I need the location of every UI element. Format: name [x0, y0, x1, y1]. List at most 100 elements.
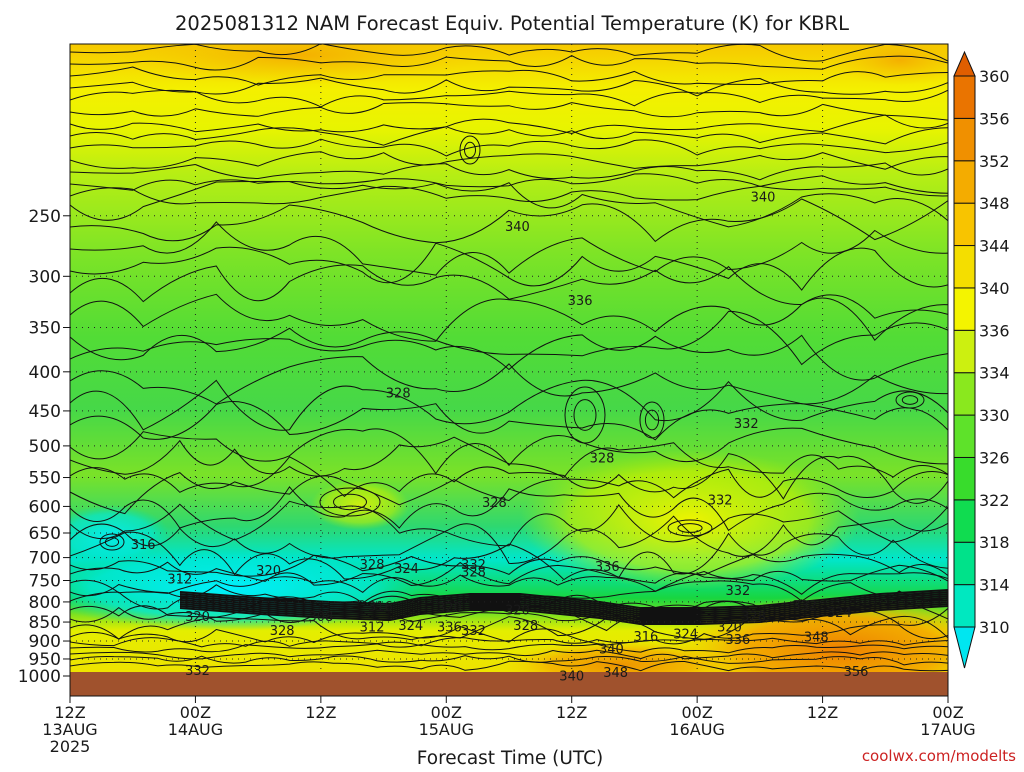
x-tick-label: 2025: [50, 737, 91, 756]
contour-label: 332: [734, 417, 759, 432]
y-tick-label: 800: [29, 593, 61, 613]
contour-label: 328: [270, 624, 295, 639]
contour-label: 328: [590, 452, 615, 467]
x-tick-label: 00Z: [431, 703, 462, 722]
contour-label: 332: [461, 558, 486, 573]
colorbar-label: 318: [979, 533, 1010, 552]
contour-label: 324: [673, 628, 698, 643]
y-tick-label: 450: [29, 402, 61, 422]
colorbar-segment: [953, 584, 976, 628]
x-tick-label: 12Z: [54, 703, 85, 722]
y-tick-label: 650: [29, 524, 61, 544]
contour-label: 332: [708, 494, 733, 509]
contour-label: 312: [360, 620, 385, 635]
contour-label: 340: [559, 669, 584, 684]
y-tick-label: 750: [29, 571, 61, 591]
colorbar-label: 322: [979, 491, 1010, 510]
colorbar-label: 336: [979, 321, 1010, 340]
colorbar-min-extension: [953, 626, 976, 669]
moist-region-center: [310, 480, 410, 530]
contour-label: 320: [185, 610, 210, 625]
ground-surface: [70, 672, 948, 696]
contour-label: 320: [437, 601, 462, 616]
colorbar-segment: [953, 372, 976, 416]
colorbar-segment: [953, 414, 976, 458]
colorbar-label: 326: [979, 448, 1010, 467]
y-axis-ticks: 2503003504004505005506006507007508008509…: [18, 207, 70, 687]
contour-label: 356: [844, 665, 869, 680]
contour-label: 328: [386, 387, 411, 402]
contour-label: 320: [717, 621, 742, 636]
colorbar-segment: [953, 75, 976, 119]
contour-label: 336: [595, 560, 620, 575]
credit-text: coolwx.com/modelts: [862, 747, 1016, 765]
contour-label: 316: [131, 538, 156, 553]
colorbar-segment: [953, 245, 976, 289]
contour-label: 324: [394, 562, 419, 577]
x-tick-label: 00Z: [932, 703, 963, 722]
warm-upper-region-east: [830, 44, 948, 85]
colorbar-label: 340: [979, 279, 1010, 298]
x-tick-label: 16AUG: [669, 720, 724, 739]
y-tick-label: 550: [29, 469, 61, 489]
colorbar-label: 334: [979, 364, 1010, 383]
plot-frame: [69, 43, 949, 697]
y-tick-label: 1000: [18, 667, 61, 687]
y-tick-label: 350: [29, 318, 61, 338]
contour-label: 328: [741, 610, 766, 625]
contour-label: 316: [634, 630, 659, 645]
colorbar-label: 344: [979, 237, 1010, 256]
y-tick-label: 250: [29, 207, 61, 227]
colorbar-segment: [953, 160, 976, 204]
contour-label: 336: [568, 294, 593, 309]
contour-label: 316: [368, 600, 393, 615]
colorbar-label: 314: [979, 576, 1010, 595]
contour-lines: [70, 44, 948, 672]
x-tick-label: 00Z: [681, 703, 712, 722]
contour-label: 336: [725, 633, 750, 648]
contour-label: 332: [725, 584, 750, 599]
contour-label: 320: [505, 603, 530, 618]
colorbar-label: 360: [979, 67, 1010, 86]
contour-label: 328: [360, 558, 385, 573]
colorbar-segment: [953, 117, 976, 162]
contour-label: 340: [505, 220, 530, 235]
colorbar-label: 352: [979, 152, 1010, 171]
y-tick-label: 500: [29, 437, 61, 457]
x-tick-label: 14AUG: [168, 720, 223, 739]
colorbar-label: 330: [979, 406, 1010, 425]
colorbar-segment: [953, 456, 976, 501]
colorbar-segment: [953, 329, 976, 374]
x-tick-label: 00Z: [180, 703, 211, 722]
contour-label: 348: [804, 631, 829, 646]
y-tick-label: 600: [29, 497, 61, 517]
x-axis-title: Forecast Time (UTC): [417, 748, 603, 768]
contour-label: 320: [256, 564, 281, 579]
contour-label: 328: [461, 566, 486, 581]
colorbar: 310 314 318 322 326 330 334 336 340 344 348 352 356 3…: [953, 50, 1010, 669]
contour-label: 324: [398, 619, 423, 634]
contour-label: 328: [482, 496, 507, 511]
colorbar-label: 310: [979, 618, 1010, 637]
colorbar-segment: [953, 541, 976, 586]
y-tick-label: 300: [29, 267, 61, 287]
cold-pool-region-west: [70, 505, 170, 565]
colorbar-segment: [953, 499, 976, 543]
y-tick-label: 400: [29, 363, 61, 383]
y-tick-label: 700: [29, 549, 61, 569]
contour-label: 308: [308, 610, 333, 625]
contour-label: 312: [167, 573, 192, 588]
colorbar-max-extension: [953, 50, 976, 77]
x-tick-label: 17AUG: [920, 720, 975, 739]
contour-label: 332: [461, 624, 486, 639]
y-tick-label: 850: [29, 613, 61, 633]
frontal-band: [179, 589, 948, 625]
contour-labels: 3403403363283323283283323163283243323283…: [131, 191, 869, 685]
contour-label: 340: [599, 643, 624, 658]
colorbar-segment: [953, 202, 976, 247]
contour-label: 332: [185, 664, 210, 679]
contour-label: 336: [437, 621, 462, 636]
